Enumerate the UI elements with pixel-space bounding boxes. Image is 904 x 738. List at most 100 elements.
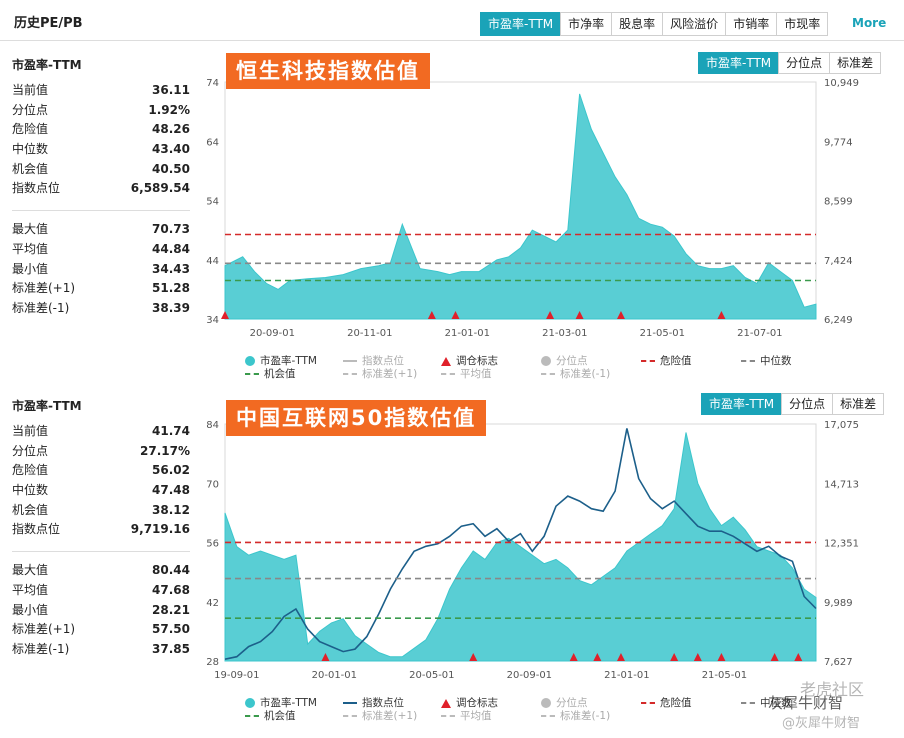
y-left-tick-label: 56 (206, 539, 219, 550)
metric-tab-2[interactable]: 股息率 (611, 12, 664, 36)
rebalance-marker[interactable] (575, 311, 584, 319)
stat-value: 57.50 (152, 622, 190, 637)
y-right-tick-label: 8,599 (824, 197, 853, 208)
legend-item[interactable]: 标准差(-1) (541, 708, 610, 723)
stat-row: 最大值 70.73 (12, 220, 190, 240)
metric-tab-4[interactable]: 市销率 (725, 12, 778, 36)
metric-tab-3[interactable]: 风险溢价 (662, 12, 727, 36)
rebalance-marker[interactable] (321, 653, 330, 661)
legend-item[interactable]: 调仓标志 (441, 695, 498, 710)
rebalance-marker[interactable] (616, 311, 625, 319)
legend-item[interactable]: 平均值 (441, 708, 492, 723)
chart-subtab-2[interactable]: 标准差 (829, 52, 882, 74)
chart-subtab-0[interactable]: 市盈率-TTM (698, 52, 780, 74)
stat-value: 47.68 (152, 582, 190, 597)
y-left-tick-label: 28 (206, 657, 219, 668)
legend-item[interactable]: 分位点 (541, 353, 588, 368)
more-link[interactable]: More (852, 16, 887, 30)
hstech-pe-chart: 34 44 54 64 74 6,249 7,424 8,599 9,774 10,949 20-0… (206, 78, 859, 339)
legend-symbol-icon (245, 373, 259, 375)
legend-symbol-icon (441, 373, 455, 375)
legend-symbol-icon (343, 715, 357, 717)
rebalance-marker[interactable] (717, 311, 726, 319)
legend-item[interactable]: 指数点位 (343, 353, 404, 368)
rebalance-marker[interactable] (794, 653, 803, 661)
legend-label: 机会值 (264, 368, 296, 380)
hstech-chart-title: 恒生科技指数估值 (226, 53, 430, 89)
y-left-tick-label: 44 (206, 256, 219, 267)
chart-subtab-0[interactable]: 市盈率-TTM (701, 393, 783, 415)
legend-item[interactable]: 危险值 (641, 695, 692, 710)
legend-label: 机会值 (264, 710, 296, 722)
rebalance-marker[interactable] (451, 311, 460, 319)
stat-value: 38.12 (152, 502, 190, 517)
metric-tab-5[interactable]: 市现率 (776, 12, 829, 36)
legend-label: 调仓标志 (456, 355, 498, 367)
stat-label: 危险值 (12, 463, 49, 478)
metric-tab-1[interactable]: 市净率 (560, 12, 613, 36)
rebalance-marker[interactable] (616, 653, 625, 661)
rebalance-marker[interactable] (221, 311, 229, 319)
legend-item[interactable]: 标准差(+1) (343, 708, 417, 723)
top-bar: 历史PE/PB 市盈率-TTM 市净率 股息率 风险溢价 市销率 市现率 More (0, 0, 904, 41)
rebalance-marker[interactable] (469, 653, 478, 661)
x-tick-label: 20-01-01 (312, 670, 357, 681)
legend-label: 中位数 (760, 355, 792, 367)
stat-value: 6,589.54 (130, 181, 190, 196)
stats-divider (12, 210, 190, 212)
legend-symbol-icon (245, 698, 255, 708)
legend-item[interactable]: 危险值 (641, 353, 692, 368)
stat-label: 机会值 (12, 161, 49, 176)
stat-value: 9,719.16 (130, 522, 190, 537)
chart-subtab-1[interactable]: 分位点 (781, 393, 834, 415)
pe-area-series (224, 432, 817, 662)
stat-label: 当前值 (12, 83, 49, 97)
x-tick-label: 21-07-01 (737, 328, 782, 339)
watermark-community: 老虎社区 (800, 680, 865, 699)
watermark-account: 灰犀牛财智 (768, 694, 844, 712)
rebalance-marker[interactable] (427, 311, 436, 319)
legend-item[interactable]: 指数点位 (343, 695, 404, 710)
cnint50-legend: 市盈率-TTM 指数点位 调仓标志 分位点 危险值 中位数机会值 标准差(+1) 平均值 标准差… (245, 695, 845, 725)
legend-item[interactable]: 分位点 (541, 695, 588, 710)
x-tick-label: 20-05-01 (409, 670, 454, 681)
legend-item[interactable]: 中位数 (741, 353, 792, 368)
metric-tab-0[interactable]: 市盈率-TTM (480, 12, 562, 36)
legend-symbol-icon (245, 356, 255, 366)
y-left-tick-label: 70 (206, 479, 219, 490)
x-tick-label: 19-09-01 (214, 670, 259, 681)
stat-value: 27.17% (140, 443, 190, 458)
x-tick-label: 20-09-01 (507, 670, 552, 681)
chart-subtab-2[interactable]: 标准差 (832, 393, 885, 415)
stat-value: 38.39 (152, 300, 190, 315)
chart-subtabs-hstech: 市盈率-TTM 分位点 标准差 (698, 52, 882, 74)
legend-item[interactable]: 平均值 (441, 366, 492, 381)
legend-item[interactable]: 机会值 (245, 366, 296, 381)
stat-value: 36.11 (152, 83, 190, 97)
rebalance-marker[interactable] (693, 653, 702, 661)
legend-symbol-icon (441, 698, 451, 708)
stat-value: 40.50 (152, 161, 190, 176)
legend-label: 中位数 (760, 697, 792, 709)
stat-label: 标准差(-1) (12, 641, 70, 656)
x-tick-label: 21-05-01 (640, 328, 685, 339)
rebalance-marker[interactable] (670, 653, 679, 661)
rebalance-marker[interactable] (717, 653, 726, 661)
stat-label: 分位点 (12, 443, 49, 458)
x-tick-label: 20-11-01 (347, 328, 392, 339)
rebalance-marker[interactable] (546, 311, 555, 319)
legend-item[interactable]: 调仓标志 (441, 353, 498, 368)
rebalance-marker[interactable] (593, 653, 602, 661)
legend-item[interactable]: 市盈率-TTM (245, 695, 317, 710)
legend-item[interactable]: 机会值 (245, 708, 296, 723)
legend-item[interactable]: 中位数 (741, 695, 792, 710)
stat-row: 标准差(-1) 37.85 (12, 640, 190, 660)
legend-item[interactable]: 标准差(+1) (343, 366, 417, 381)
rebalance-marker[interactable] (770, 653, 779, 661)
stat-label: 危险值 (12, 122, 49, 137)
stat-label: 中位数 (12, 483, 49, 498)
chart-subtab-1[interactable]: 分位点 (778, 52, 831, 74)
legend-item[interactable]: 标准差(-1) (541, 366, 610, 381)
legend-item[interactable]: 市盈率-TTM (245, 353, 317, 368)
rebalance-marker[interactable] (569, 653, 578, 661)
